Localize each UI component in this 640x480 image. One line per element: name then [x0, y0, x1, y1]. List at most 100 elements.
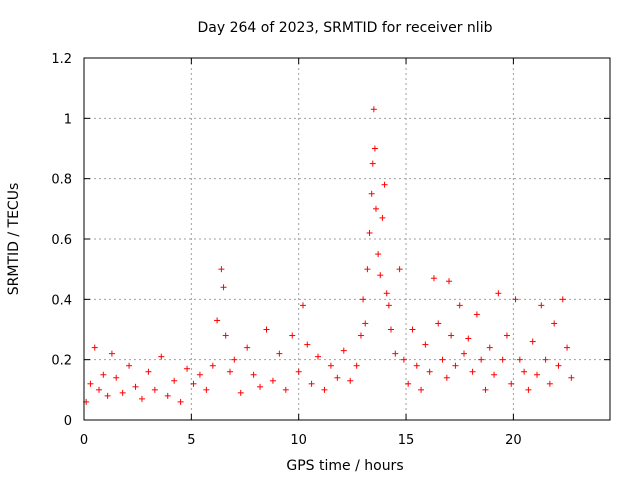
- data-point: [138, 395, 145, 402]
- data-point: [257, 383, 264, 390]
- data-point: [486, 344, 493, 351]
- data-point: [508, 380, 515, 387]
- data-point: [357, 332, 364, 339]
- data-point: [372, 205, 379, 212]
- data-point: [237, 389, 244, 396]
- chart-title: Day 264 of 2023, SRMTID for receiver nli…: [198, 20, 493, 36]
- x-tick-label: 15: [398, 433, 415, 448]
- data-point: [375, 251, 382, 258]
- data-point: [499, 356, 506, 363]
- data-point: [299, 302, 306, 309]
- data-point: [461, 350, 468, 357]
- data-point: [521, 368, 528, 375]
- data-point: [164, 392, 171, 399]
- data-point: [289, 332, 296, 339]
- data-point: [327, 362, 334, 369]
- data-point: [87, 380, 94, 387]
- data-point: [418, 386, 425, 393]
- data-point: [364, 266, 371, 273]
- y-tick-label: 0.6: [51, 233, 72, 248]
- data-point: [400, 356, 407, 363]
- data-point: [392, 350, 399, 357]
- data-point: [383, 290, 390, 297]
- y-tick-label: 1.2: [51, 52, 72, 67]
- x-tick-labels: 0 5 10 15 20: [80, 433, 522, 448]
- data-point: [369, 160, 376, 167]
- data-point: [113, 374, 120, 381]
- data-point: [158, 353, 165, 360]
- data-point: [413, 362, 420, 369]
- data-point: [104, 392, 111, 399]
- data-point: [409, 326, 416, 333]
- data-point: [214, 317, 221, 324]
- data-point: [295, 368, 302, 375]
- data-point: [315, 353, 322, 360]
- scatter-points: [83, 106, 575, 405]
- data-point: [190, 380, 197, 387]
- x-axis-label: GPS time / hours: [286, 458, 403, 474]
- data-point: [495, 290, 502, 297]
- data-point: [334, 374, 341, 381]
- data-point: [126, 362, 133, 369]
- data-point: [435, 320, 442, 327]
- data-point: [452, 362, 459, 369]
- data-point: [203, 386, 210, 393]
- data-point: [445, 278, 452, 285]
- data-point: [226, 368, 233, 375]
- data-point: [555, 362, 562, 369]
- data-point: [196, 371, 203, 378]
- data-point: [551, 320, 558, 327]
- data-point: [91, 344, 98, 351]
- data-point: [371, 145, 378, 152]
- data-point: [385, 302, 392, 309]
- data-point: [244, 344, 251, 351]
- data-point: [222, 332, 229, 339]
- data-point: [568, 374, 575, 381]
- data-point: [381, 181, 388, 188]
- data-point: [108, 350, 115, 357]
- data-point: [370, 106, 377, 113]
- data-point: [469, 368, 476, 375]
- data-point: [151, 386, 158, 393]
- data-point: [362, 320, 369, 327]
- x-tick-label: 10: [290, 433, 307, 448]
- data-point: [512, 296, 519, 303]
- data-point: [177, 398, 184, 405]
- data-point: [516, 356, 523, 363]
- data-point: [366, 229, 373, 236]
- data-point: [171, 377, 178, 384]
- x-tick-label: 20: [505, 433, 522, 448]
- data-point: [231, 356, 238, 363]
- data-point: [304, 341, 311, 348]
- data-point: [360, 296, 367, 303]
- data-point: [379, 214, 386, 221]
- data-point: [439, 356, 446, 363]
- data-point: [426, 368, 433, 375]
- y-tick-label: 0.4: [51, 293, 72, 308]
- data-point: [491, 371, 498, 378]
- data-point: [377, 272, 384, 279]
- x-tick-label: 5: [187, 433, 195, 448]
- data-point: [465, 335, 472, 342]
- grid-lines: [84, 58, 610, 420]
- data-point: [525, 386, 532, 393]
- y-axis-label: SRMTID / TECUs: [6, 183, 22, 296]
- data-point: [448, 332, 455, 339]
- y-tick-label: 0: [64, 414, 72, 429]
- data-point: [340, 347, 347, 354]
- y-tick-label: 1: [64, 112, 72, 127]
- data-point: [269, 377, 276, 384]
- y-tick-label: 0.8: [51, 173, 72, 188]
- data-point: [308, 380, 315, 387]
- data-point: [96, 386, 103, 393]
- data-point: [482, 386, 489, 393]
- data-point: [218, 266, 225, 273]
- data-point: [100, 371, 107, 378]
- data-point: [388, 326, 395, 333]
- data-point: [503, 332, 510, 339]
- data-point: [538, 302, 545, 309]
- data-point: [422, 341, 429, 348]
- data-point: [184, 365, 191, 372]
- data-point: [263, 326, 270, 333]
